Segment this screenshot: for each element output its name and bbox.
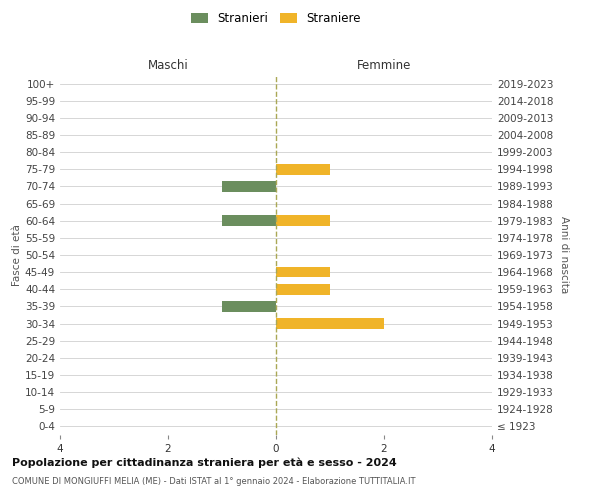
Bar xyxy=(222,181,276,192)
Legend: Stranieri, Straniere: Stranieri, Straniere xyxy=(188,8,364,28)
Bar xyxy=(222,301,276,312)
Bar xyxy=(276,216,330,226)
Text: COMUNE DI MONGIUFFI MELIA (ME) - Dati ISTAT al 1° gennaio 2024 - Elaborazione TU: COMUNE DI MONGIUFFI MELIA (ME) - Dati IS… xyxy=(12,478,415,486)
Bar xyxy=(222,216,276,226)
Bar xyxy=(276,267,330,278)
Y-axis label: Anni di nascita: Anni di nascita xyxy=(559,216,569,294)
Text: Maschi: Maschi xyxy=(148,58,188,71)
Bar xyxy=(276,318,384,329)
Text: Femmine: Femmine xyxy=(357,58,411,71)
Y-axis label: Fasce di età: Fasce di età xyxy=(12,224,22,286)
Bar xyxy=(276,284,330,294)
Text: Popolazione per cittadinanza straniera per età e sesso - 2024: Popolazione per cittadinanza straniera p… xyxy=(12,458,397,468)
Bar xyxy=(276,164,330,174)
